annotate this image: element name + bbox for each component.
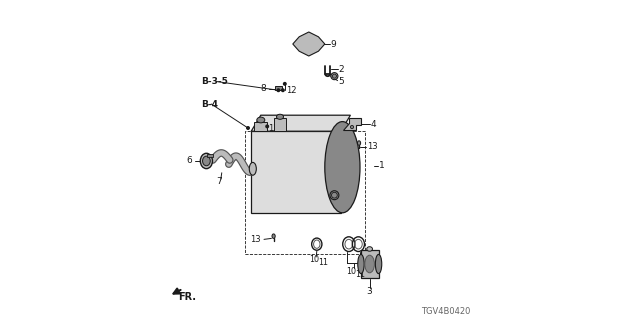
Bar bbox=[207, 154, 213, 157]
Text: 13: 13 bbox=[250, 235, 261, 244]
Ellipse shape bbox=[257, 117, 265, 123]
Circle shape bbox=[282, 89, 284, 92]
Polygon shape bbox=[343, 118, 361, 130]
Text: 11: 11 bbox=[355, 270, 365, 279]
Circle shape bbox=[247, 127, 250, 129]
Text: 9: 9 bbox=[330, 39, 336, 49]
Text: TGV4B0420: TGV4B0420 bbox=[421, 308, 470, 316]
Text: 4: 4 bbox=[371, 120, 376, 129]
Text: 12: 12 bbox=[268, 124, 278, 132]
Polygon shape bbox=[251, 115, 351, 131]
Bar bbox=[251, 131, 340, 213]
Text: B-4: B-4 bbox=[202, 100, 219, 108]
Text: B-3-5: B-3-5 bbox=[202, 77, 228, 86]
Text: 3: 3 bbox=[367, 287, 372, 296]
Circle shape bbox=[266, 125, 269, 128]
Text: 12: 12 bbox=[287, 86, 297, 95]
Text: FR.: FR. bbox=[179, 292, 196, 302]
Text: 7: 7 bbox=[217, 177, 222, 186]
Ellipse shape bbox=[365, 255, 374, 273]
Ellipse shape bbox=[375, 254, 381, 274]
Text: 11: 11 bbox=[319, 258, 328, 267]
Circle shape bbox=[284, 83, 286, 85]
Ellipse shape bbox=[202, 156, 210, 166]
Text: 8: 8 bbox=[261, 84, 267, 93]
Text: 10: 10 bbox=[347, 267, 356, 276]
Bar bbox=[245, 131, 365, 254]
Bar bbox=[361, 250, 379, 278]
Text: 10: 10 bbox=[308, 255, 319, 264]
Ellipse shape bbox=[324, 122, 360, 213]
Text: 2: 2 bbox=[339, 65, 344, 74]
Ellipse shape bbox=[351, 125, 354, 129]
Ellipse shape bbox=[357, 141, 361, 145]
Ellipse shape bbox=[200, 153, 212, 169]
Bar bbox=[254, 122, 268, 131]
Text: 6: 6 bbox=[186, 156, 192, 165]
Bar bbox=[275, 86, 282, 90]
Text: 5: 5 bbox=[339, 77, 344, 86]
Ellipse shape bbox=[331, 73, 338, 80]
Polygon shape bbox=[292, 32, 325, 56]
Ellipse shape bbox=[250, 162, 256, 175]
Ellipse shape bbox=[332, 74, 337, 78]
Text: 13: 13 bbox=[367, 142, 378, 151]
Ellipse shape bbox=[276, 114, 284, 119]
Text: 1: 1 bbox=[379, 161, 384, 170]
Ellipse shape bbox=[272, 234, 275, 238]
Circle shape bbox=[277, 89, 280, 92]
Bar bbox=[274, 118, 287, 131]
Ellipse shape bbox=[358, 254, 364, 274]
Ellipse shape bbox=[367, 247, 372, 251]
